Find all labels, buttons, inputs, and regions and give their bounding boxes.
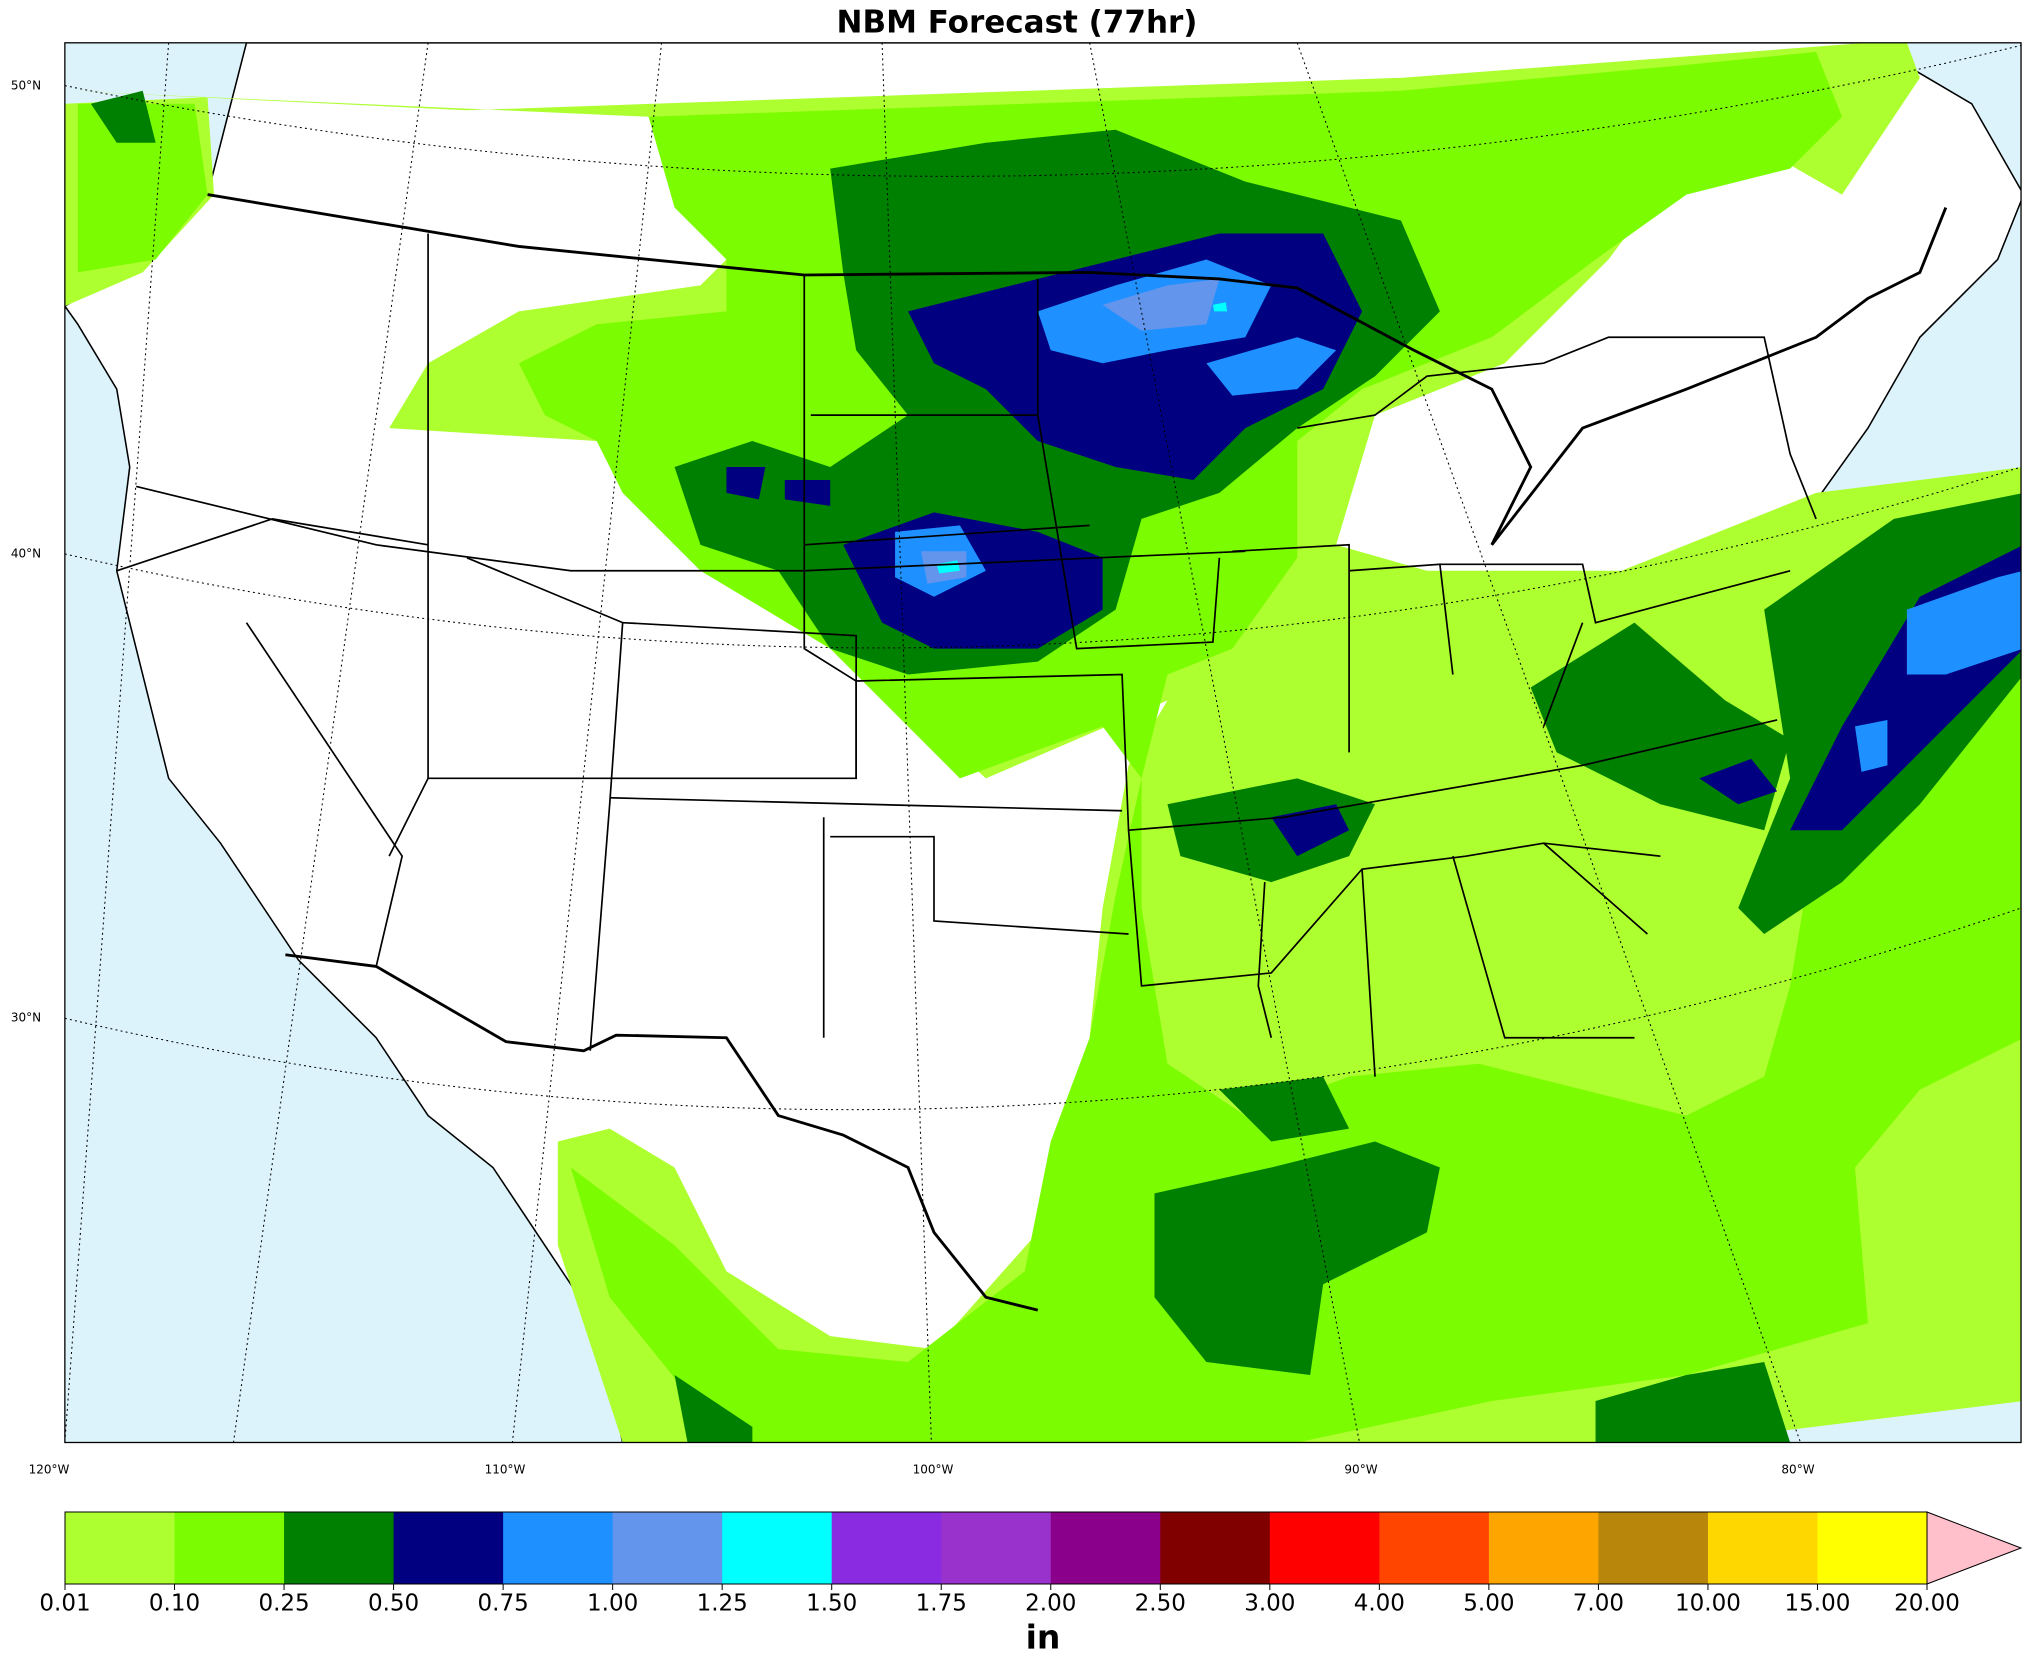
- colorbar-segment: [831, 1512, 942, 1584]
- colorbar-segment: [1269, 1512, 1380, 1584]
- colorbar-label: 0.75: [478, 1591, 529, 1617]
- map: [64, 42, 2022, 1444]
- lon-label: 110°W: [485, 1463, 526, 1477]
- colorbar-label: 1.50: [806, 1591, 857, 1617]
- colorbar-segment: [1488, 1512, 1599, 1584]
- colorbar: 0.01 0.10 0.25 0.50 0.75 1.00 1.25 1.50 1.75 2.00…: [39, 1511, 2023, 1617]
- colorbar-segment: [174, 1512, 285, 1584]
- colorbar-segment: [612, 1512, 723, 1584]
- precip-cornflower: [921, 278, 1220, 584]
- colorbar-label: 4.00: [1354, 1591, 1405, 1617]
- colorbar-label: 15.00: [1785, 1591, 1851, 1617]
- colorbar-label: 5.00: [1463, 1591, 1514, 1617]
- colorbar-label: 0.10: [149, 1591, 200, 1617]
- graticule: [64, 42, 2022, 1443]
- colorbar-label: 0.25: [258, 1591, 309, 1617]
- colorbar-label: 20.00: [1894, 1591, 1960, 1617]
- colorbar-label: 1.75: [916, 1591, 967, 1617]
- lon-label: 120°W: [29, 1463, 70, 1477]
- state-borders: [116, 233, 1817, 1077]
- colorbar-label: 0.01: [39, 1591, 90, 1617]
- colorbar-extend: [1926, 1511, 2023, 1585]
- colorbar-frame: [64, 1511, 1928, 1585]
- colorbar-label: 0.50: [368, 1591, 419, 1617]
- colorbar-segment: [1050, 1512, 1161, 1584]
- lon-label: 90°W: [1344, 1463, 1377, 1477]
- precip-moderate: [77, 51, 2022, 1443]
- colorbar-label: 2.50: [1135, 1591, 1186, 1617]
- colorbar-segment: [1817, 1512, 1928, 1584]
- colorbar-segment: [65, 1512, 176, 1584]
- map-frame: [64, 42, 2022, 1444]
- lat-label: 30°N: [11, 1011, 41, 1025]
- colorbar-label: 3.00: [1244, 1591, 1295, 1617]
- lat-label: 40°N: [11, 547, 41, 561]
- colorbar-segment: [503, 1512, 614, 1584]
- colorbar-segment: [1707, 1512, 1818, 1584]
- country-borders: [207, 193, 1948, 1312]
- colorbar-segment: [1379, 1512, 1490, 1584]
- colorbar-segment: [1598, 1512, 1709, 1584]
- colorbar-label: 1.00: [587, 1591, 638, 1617]
- colorbar-segment: [284, 1512, 395, 1584]
- precip-navy: [726, 233, 2022, 857]
- colorbar-label: 7.00: [1573, 1591, 1624, 1617]
- title: NBM Forecast (77hr): [837, 5, 1198, 41]
- colorbar-segment: [941, 1512, 1052, 1584]
- colorbar-unit: in: [1026, 1618, 1061, 1657]
- colorbar-segment: [1160, 1512, 1271, 1584]
- colorbar-segment: [722, 1512, 833, 1584]
- colorbar-label: 2.00: [1025, 1591, 1076, 1617]
- colorbar-label: 1.25: [697, 1591, 748, 1617]
- colorbar-segment: [393, 1512, 504, 1584]
- lon-label: 100°W: [913, 1463, 954, 1477]
- colorbar-label: 10.00: [1675, 1591, 1741, 1617]
- lon-label: 80°W: [1781, 1463, 1814, 1477]
- lat-label: 50°N: [11, 79, 41, 93]
